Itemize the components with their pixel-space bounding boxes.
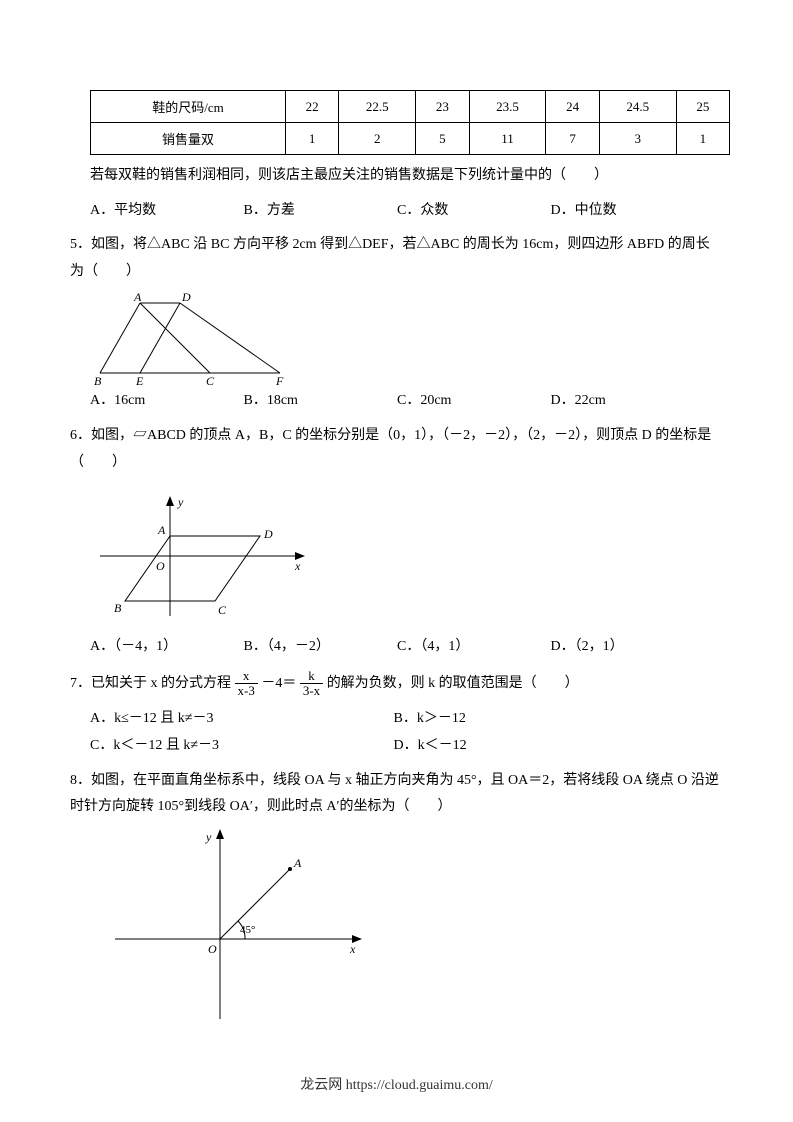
q7-mid: －4＝ bbox=[261, 676, 296, 691]
q4-opt-c: C．众数 bbox=[397, 198, 547, 225]
td: 24.5 bbox=[599, 91, 676, 123]
th-sales: 销售量双 bbox=[91, 123, 286, 155]
td: 25 bbox=[676, 91, 729, 123]
q7-text-b: 的解为负数，则 k 的取值范围是（ ） bbox=[327, 676, 579, 691]
q6-figure: A D B C O x y bbox=[100, 496, 310, 626]
q8-stem: 8．如图，在平面直角坐标系中，线段 OA 与 x 轴正方向夹角为 45°，且 O… bbox=[70, 768, 723, 821]
td: 22 bbox=[286, 91, 339, 123]
q7-options: A．k≤－12 且 k≠－3 B．k＞－12 C．k＜－12 且 k≠－3 D．… bbox=[90, 706, 723, 759]
svg-text:A: A bbox=[157, 523, 166, 537]
q4-opt-d: D．中位数 bbox=[551, 198, 701, 225]
td: 23.5 bbox=[469, 91, 546, 123]
footer-text: 龙云网 https://cloud.guaimu.com/ bbox=[0, 1074, 793, 1094]
svg-text:A: A bbox=[133, 293, 142, 304]
q7-text-a: 7．已知关于 x 的分式方程 bbox=[70, 676, 231, 691]
svg-text:D: D bbox=[263, 527, 273, 541]
q7-opt-c: C．k＜－12 且 k≠－3 bbox=[90, 733, 390, 760]
td: 22.5 bbox=[339, 91, 416, 123]
q6-stem: 6．如图，▱ABCD 的顶点 A，B，C 的坐标分别是（0，1），（－2，－2）… bbox=[70, 423, 723, 476]
svg-text:O: O bbox=[156, 559, 165, 573]
td: 5 bbox=[416, 123, 469, 155]
th-size: 鞋的尺码/cm bbox=[91, 91, 286, 123]
td: 1 bbox=[676, 123, 729, 155]
td: 3 bbox=[599, 123, 676, 155]
svg-text:x: x bbox=[349, 942, 356, 956]
svg-text:B: B bbox=[94, 374, 102, 388]
svg-text:E: E bbox=[135, 374, 144, 388]
svg-text:A: A bbox=[293, 856, 302, 870]
svg-text:C: C bbox=[206, 374, 215, 388]
svg-text:F: F bbox=[275, 374, 284, 388]
td: 2 bbox=[339, 123, 416, 155]
q6-opt-b: B．（4，－2） bbox=[244, 634, 394, 661]
q6-opt-a: A．（－4，1） bbox=[90, 634, 240, 661]
svg-text:y: y bbox=[205, 830, 212, 844]
q5-stem: 5．如图，将△ABC 沿 BC 方向平移 2cm 得到△DEF，若△ABC 的周… bbox=[70, 232, 723, 285]
shoe-size-table: 鞋的尺码/cm 22 22.5 23 23.5 24 24.5 25 销售量双 … bbox=[90, 90, 730, 155]
svg-text:D: D bbox=[181, 293, 191, 304]
q4-opt-b: B．方差 bbox=[244, 198, 394, 225]
td: 7 bbox=[546, 123, 599, 155]
q6-opt-d: D．（2，1） bbox=[551, 634, 701, 661]
q6-options: A．（－4，1） B．（4，－2） C．（4，1） D．（2，1） bbox=[90, 634, 723, 661]
svg-text:O: O bbox=[208, 942, 217, 956]
svg-text:B: B bbox=[114, 601, 122, 615]
td: 24 bbox=[546, 91, 599, 123]
q7-opt-a: A．k≤－12 且 k≠－3 bbox=[90, 706, 390, 733]
q7-opt-b: B．k＞－12 bbox=[394, 706, 694, 733]
td: 23 bbox=[416, 91, 469, 123]
q7-frac1: x x-3 bbox=[235, 669, 258, 699]
td: 1 bbox=[286, 123, 339, 155]
q7-stem: 7．已知关于 x 的分式方程 x x-3 －4＝ k 3-x 的解为负数，则 k… bbox=[70, 669, 723, 699]
q5-opt-a: A．16cm bbox=[90, 388, 240, 415]
q6-opt-c: C．（4，1） bbox=[397, 634, 547, 661]
q8-figure: A O x y 45° bbox=[110, 829, 370, 1029]
q4-stem: 若每双鞋的销售利润相同，则该店主最应关注的销售数据是下列统计量中的（ ） bbox=[90, 163, 723, 190]
td: 11 bbox=[469, 123, 546, 155]
q5-options: A．16cm B．18cm C．20cm D．22cm bbox=[90, 388, 723, 415]
q5-opt-b: B．18cm bbox=[244, 388, 394, 415]
svg-text:45°: 45° bbox=[240, 924, 255, 936]
svg-text:y: y bbox=[177, 496, 184, 509]
q4-opt-a: A．平均数 bbox=[90, 198, 240, 225]
svg-text:C: C bbox=[218, 603, 227, 617]
q5-figure: A D B E C F bbox=[90, 293, 290, 388]
q7-opt-d: D．k＜－12 bbox=[394, 733, 694, 760]
q5-opt-d: D．22cm bbox=[551, 388, 701, 415]
q4-options: A．平均数 B．方差 C．众数 D．中位数 bbox=[90, 198, 723, 225]
svg-text:x: x bbox=[294, 559, 301, 573]
q5-opt-c: C．20cm bbox=[397, 388, 547, 415]
q7-frac2: k 3-x bbox=[300, 669, 323, 699]
